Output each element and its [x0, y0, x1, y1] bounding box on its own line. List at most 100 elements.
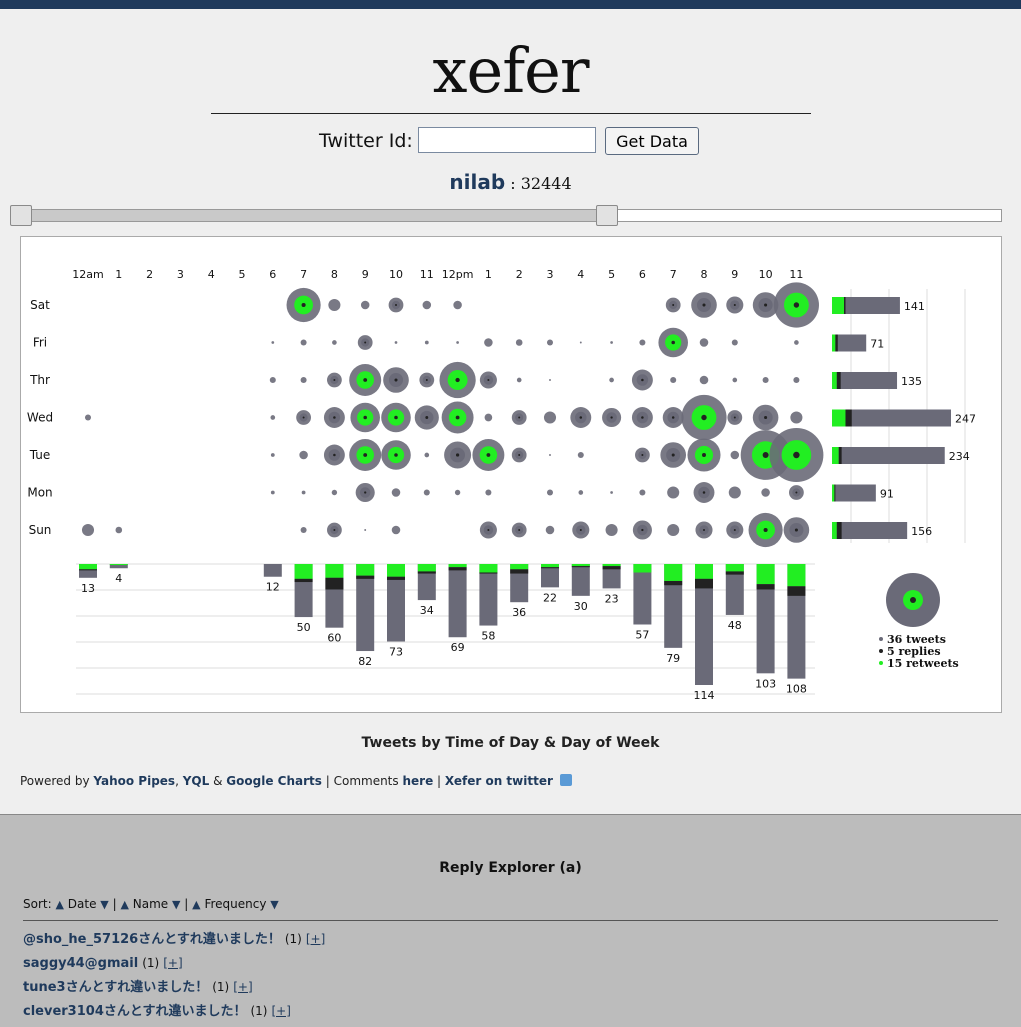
tweet-bubble [762, 376, 769, 384]
hour-reply-bar [79, 569, 97, 571]
day-retweet-bar [832, 447, 839, 464]
reply-bubble [763, 527, 768, 533]
hour-total-bar [571, 564, 590, 596]
hour-reply-bar [479, 572, 498, 574]
day-total-bar [832, 484, 876, 502]
reply-bubble [363, 378, 368, 382]
yahoo-pipes-link[interactable]: Yahoo Pipes [93, 774, 176, 788]
reply-name-link[interactable]: saggy44@gmail [23, 956, 139, 971]
reply-expand-link[interactable]: [+] [305, 932, 326, 946]
hour-reply-bar [756, 584, 775, 590]
sort-frequency-desc-icon[interactable]: ▼ [270, 898, 279, 911]
reply-bubble [671, 340, 675, 345]
tweet-bubble [391, 488, 401, 497]
punchcard-panel: 12am 1 2 3 4 5 6 7 8 9 10 11 12pm 1 2 3 4 5 6 7 8 9 10 11 Sat Fri… [20, 236, 1002, 713]
hour-retweet-bar [109, 564, 128, 566]
tweet-bubble [578, 490, 584, 495]
range-slider-start-handle[interactable] [10, 205, 32, 226]
sort-bar: Sort: ▲ Date ▼ | ▲ Name ▼ | ▲ Frequency … [23, 897, 279, 911]
tweet-bubble [391, 525, 401, 535]
pipe-text: | [437, 774, 442, 788]
comments-here-link[interactable]: here [402, 774, 434, 788]
tweet-bubble [299, 450, 308, 460]
reply-bubble [302, 416, 305, 419]
tweet-bubble [699, 375, 709, 385]
hour-retweet-bar [448, 564, 467, 568]
tweet-bubble [364, 529, 367, 531]
sort-frequency-asc-icon[interactable]: ▲ [192, 898, 201, 911]
day-label: Tue [29, 448, 51, 462]
hour-label: 2 [516, 268, 523, 281]
hour-label: 5 [608, 268, 615, 281]
hour-label: 1 [485, 268, 492, 281]
sort-name-desc-icon[interactable]: ▼ [171, 898, 181, 911]
reply-name-link[interactable]: clever3104さんとすれ違いました！ [23, 1004, 247, 1019]
reply-bubble [518, 454, 521, 456]
reply-expand-link[interactable]: [+] [271, 1004, 291, 1018]
reply-bubble [702, 528, 706, 532]
tweet-bubble [790, 411, 803, 424]
day-total-bar [832, 297, 900, 314]
hour-total-label: 13 [81, 582, 95, 595]
tweet-bubble [270, 453, 275, 457]
hour-reply-bar [725, 571, 744, 575]
reply-bubble [672, 304, 675, 306]
day-reply-bar [836, 372, 841, 389]
hour-total-label: 60 [327, 632, 341, 645]
google-charts-link[interactable]: Google Charts [226, 774, 322, 788]
tweet-bubble [424, 452, 430, 458]
day-retweet-bar [832, 334, 836, 352]
day-total-bar [832, 447, 945, 464]
reply-bubble [702, 453, 706, 457]
twitter-bird-icon[interactable] [559, 774, 572, 786]
tweet-bubble [485, 489, 492, 496]
reply-bubble [333, 416, 336, 419]
comma-text: , [175, 774, 179, 788]
tweet-bubble [454, 489, 461, 496]
day-reply-bar [844, 297, 846, 314]
yql-link[interactable]: YQL [182, 774, 210, 788]
sort-date-asc-icon[interactable]: ▲ [55, 898, 64, 911]
reply-name-link[interactable]: @sho_he_57126さんとすれ違いました！ [23, 932, 281, 947]
hour-total-label: 82 [358, 655, 372, 668]
reply-bubble [641, 454, 644, 456]
reply-bubble [394, 453, 398, 457]
tweet-bubble [394, 341, 398, 344]
reply-bubble [333, 453, 336, 457]
reply-bubble [733, 303, 736, 307]
sort-separator: | [112, 897, 117, 911]
xefer-twitter-link[interactable]: Xefer on twitter [444, 774, 553, 788]
app-logo: xefer [432, 34, 590, 107]
reply-bubble [518, 529, 521, 531]
hour-retweet-bar [756, 564, 775, 585]
sort-date-desc-icon[interactable]: ▼ [100, 898, 109, 911]
hour-reply-bar [356, 575, 375, 579]
hour-total-bar [448, 564, 467, 638]
hour-reply-bar [695, 578, 713, 589]
range-slider-track[interactable] [14, 209, 1002, 222]
hour-label: 7 [670, 268, 677, 281]
hour-total-bar [479, 564, 498, 626]
tweet-bubble [516, 377, 522, 383]
twitter-id-input[interactable] [418, 127, 596, 153]
get-data-button[interactable]: Get Data [605, 127, 699, 155]
tweet-bubble [515, 339, 523, 346]
sort-name-asc-icon[interactable]: ▲ [120, 898, 129, 911]
reply-bubble [364, 341, 367, 344]
reply-bubble [518, 416, 521, 419]
hour-total-label: 22 [543, 591, 557, 604]
reply-expand-link[interactable]: [+] [163, 956, 183, 970]
legend-retweets-dot [879, 661, 883, 665]
day-total-label: 141 [904, 300, 925, 313]
reply-bubble [364, 491, 367, 494]
reply-name-link[interactable]: tune3さんとすれ違いました！ [23, 980, 209, 995]
hour-total-label: 34 [420, 604, 434, 617]
tweet-bubble [667, 486, 680, 499]
range-slider-fill [15, 210, 608, 221]
reply-bubble [333, 379, 336, 381]
range-slider-end-handle[interactable] [596, 205, 618, 226]
reply-expand-link[interactable]: [+] [233, 980, 253, 994]
reply-count: (1) [284, 932, 302, 946]
tweet-bubble [546, 339, 554, 346]
user-name[interactable]: nilab [449, 170, 506, 194]
